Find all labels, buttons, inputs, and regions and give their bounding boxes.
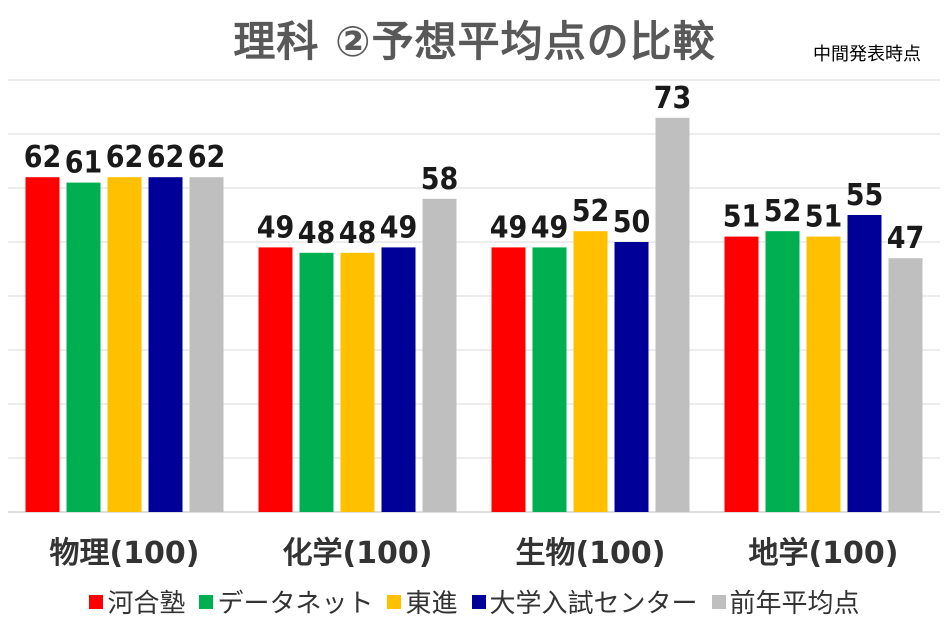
- bar: [148, 177, 183, 512]
- data-label: 50: [613, 205, 651, 240]
- data-label: 62: [24, 140, 62, 175]
- bar: [806, 236, 841, 512]
- bar: [573, 231, 608, 512]
- bar: [532, 247, 567, 512]
- bar: [888, 258, 923, 512]
- category-label: 化学(100): [282, 536, 432, 571]
- legend-label-0: 河合塾: [107, 589, 186, 619]
- bar: [655, 117, 690, 513]
- data-label: 48: [339, 216, 377, 251]
- bar: [422, 198, 457, 513]
- data-label: 61: [65, 146, 103, 181]
- bar: [491, 247, 526, 512]
- data-label: 49: [490, 210, 528, 245]
- legend-swatch-2: [387, 594, 402, 609]
- data-label: 49: [257, 210, 295, 245]
- legend-swatch-4: [711, 594, 726, 609]
- category-label: 物理(100): [49, 536, 199, 571]
- data-label: 48: [298, 216, 336, 251]
- data-label: 47: [887, 221, 925, 256]
- data-label: 62: [147, 140, 185, 175]
- data-label: 51: [805, 200, 843, 235]
- legend-swatch-1: [199, 594, 214, 609]
- legend-item-2: 東進: [387, 583, 458, 620]
- bar: [381, 247, 416, 512]
- bars: [25, 117, 923, 513]
- data-label: 55: [846, 178, 884, 213]
- chart-title: 理科 ②予想平均点の比較: [233, 17, 716, 66]
- bar: [614, 242, 649, 512]
- legend-label-1: データネット: [217, 589, 374, 619]
- legend-item-1: データネット: [199, 583, 373, 620]
- legend: 河合塾 データネット 東進 大学入試センター 前年平均点: [0, 583, 949, 620]
- data-label: 49: [531, 210, 569, 245]
- data-label: 52: [572, 194, 610, 229]
- chart-subtitle: 中間発表時点: [813, 44, 921, 65]
- legend-item-0: 河合塾: [89, 583, 185, 620]
- bar: [299, 252, 334, 513]
- bar: [258, 247, 293, 512]
- legend-item-4: 前年平均点: [711, 583, 860, 620]
- bar: [66, 182, 101, 512]
- category-label: 生物(100): [515, 536, 665, 571]
- legend-label-4: 前年平均点: [729, 589, 860, 619]
- legend-swatch-3: [471, 594, 486, 609]
- legend-label-2: 東進: [405, 589, 458, 619]
- bar: [847, 215, 882, 512]
- data-label: 62: [106, 140, 144, 175]
- bar: [340, 252, 375, 513]
- data-label: 58: [421, 162, 459, 197]
- data-label: 62: [188, 140, 226, 175]
- legend-swatch-0: [89, 594, 104, 609]
- data-label: 52: [764, 194, 802, 229]
- category-labels: 物理(100) 化学(100) 生物(100) 地学(100): [49, 536, 898, 571]
- category-label: 地学(100): [748, 536, 898, 571]
- legend-label-3: 大学入試センター: [489, 589, 698, 619]
- bar: [724, 236, 759, 512]
- bar: [765, 231, 800, 512]
- bar: [107, 177, 142, 512]
- data-label: 49: [380, 210, 418, 245]
- data-label: 51: [723, 200, 761, 235]
- bar: [189, 177, 224, 512]
- bar: [25, 177, 60, 512]
- legend-item-3: 大学入試センター: [471, 583, 698, 620]
- data-label: 73: [654, 81, 692, 116]
